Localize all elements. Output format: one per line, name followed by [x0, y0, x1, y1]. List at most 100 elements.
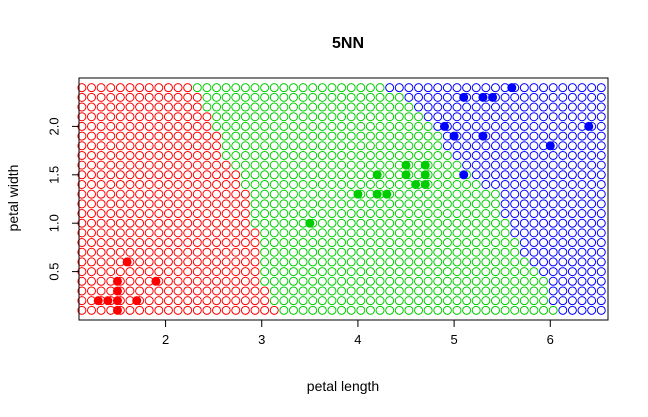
grid-point: [125, 276, 135, 286]
grid-point: [115, 209, 125, 219]
data-point-class-3: [507, 83, 517, 93]
grid-point: [144, 121, 154, 131]
grid-point: [414, 189, 424, 199]
grid-point: [337, 160, 347, 170]
grid-point: [414, 286, 424, 296]
grid-point: [135, 209, 145, 219]
grid-point: [106, 150, 116, 160]
grid-point: [356, 228, 366, 238]
grid-point: [106, 199, 116, 209]
grid-point: [317, 112, 327, 122]
grid-point: [548, 238, 558, 248]
grid-point: [231, 189, 241, 199]
grid-point: [77, 179, 87, 189]
grid-point: [529, 209, 539, 219]
grid-point: [414, 247, 424, 257]
grid-point: [375, 238, 385, 248]
grid-point: [519, 305, 529, 315]
grid-point: [587, 305, 597, 315]
grid-point: [202, 257, 212, 267]
grid-point: [529, 102, 539, 112]
grid-point: [87, 199, 96, 209]
grid-point: [250, 189, 260, 199]
data-point-class-1: [112, 296, 122, 306]
grid-point: [558, 305, 568, 315]
grid-point: [308, 121, 318, 131]
grid-point: [192, 170, 202, 180]
grid-point: [231, 228, 241, 238]
grid-point: [125, 238, 135, 248]
grid-point: [529, 276, 539, 286]
grid-point: [192, 238, 202, 248]
grid-point: [587, 160, 597, 170]
grid-point: [452, 218, 462, 228]
grid-point: [144, 286, 154, 296]
grid-point: [356, 257, 366, 267]
grid-point: [260, 267, 270, 277]
grid-point: [163, 150, 173, 160]
grid-point: [173, 102, 183, 112]
grid-point: [269, 247, 279, 257]
grid-point: [452, 112, 462, 122]
grid-point: [529, 199, 539, 209]
grid-point: [96, 218, 106, 228]
grid-point: [260, 305, 270, 315]
grid-point: [365, 276, 375, 286]
grid-point: [587, 218, 597, 228]
grid-point: [567, 199, 577, 209]
grid-point: [365, 238, 375, 248]
grid-point: [279, 179, 289, 189]
grid-point: [548, 267, 558, 277]
grid-point: [221, 305, 231, 315]
grid-point: [279, 218, 289, 228]
grid-point: [298, 131, 308, 141]
grid-point: [356, 267, 366, 277]
grid-point: [125, 209, 135, 219]
grid-point: [356, 92, 366, 102]
grid-point: [442, 218, 452, 228]
grid-point: [115, 267, 125, 277]
grid-point: [96, 247, 106, 257]
grid-point: [327, 218, 337, 228]
grid-point: [423, 218, 433, 228]
grid-point: [317, 247, 327, 257]
grid-point: [385, 83, 395, 93]
grid-point: [587, 141, 597, 151]
grid-point: [173, 141, 183, 151]
grid-point: [510, 189, 520, 199]
grid-point: [183, 218, 193, 228]
grid-point: [577, 83, 587, 93]
grid-point: [567, 121, 577, 131]
grid-point: [250, 92, 260, 102]
grid-point: [510, 170, 520, 180]
grid-point: [423, 209, 433, 219]
grid-point: [144, 305, 154, 315]
grid-point: [106, 189, 116, 199]
grid-point: [202, 267, 212, 277]
grid-point: [144, 209, 154, 219]
grid-point: [596, 170, 606, 180]
grid-point: [96, 189, 106, 199]
grid-point: [163, 121, 173, 131]
grid-point: [173, 218, 183, 228]
grid-point: [250, 218, 260, 228]
grid-point: [154, 170, 164, 180]
grid-point: [260, 257, 270, 267]
grid-point: [385, 257, 395, 267]
grid-point: [269, 179, 279, 189]
grid-point: [433, 141, 443, 151]
grid-point: [404, 199, 414, 209]
grid-point: [385, 238, 395, 248]
axes: 2 3 4 5 6 0.5 1.0 1.5 2.0: [47, 117, 554, 347]
grid-point: [269, 121, 279, 131]
grid-point: [404, 267, 414, 277]
grid-point: [577, 141, 587, 151]
grid-point: [144, 267, 154, 277]
grid-point: [231, 199, 241, 209]
grid-point: [212, 121, 222, 131]
grid-point: [385, 247, 395, 257]
grid-point: [231, 247, 241, 257]
grid-point: [558, 228, 568, 238]
grid-point: [202, 247, 212, 257]
grid-point: [279, 160, 289, 170]
